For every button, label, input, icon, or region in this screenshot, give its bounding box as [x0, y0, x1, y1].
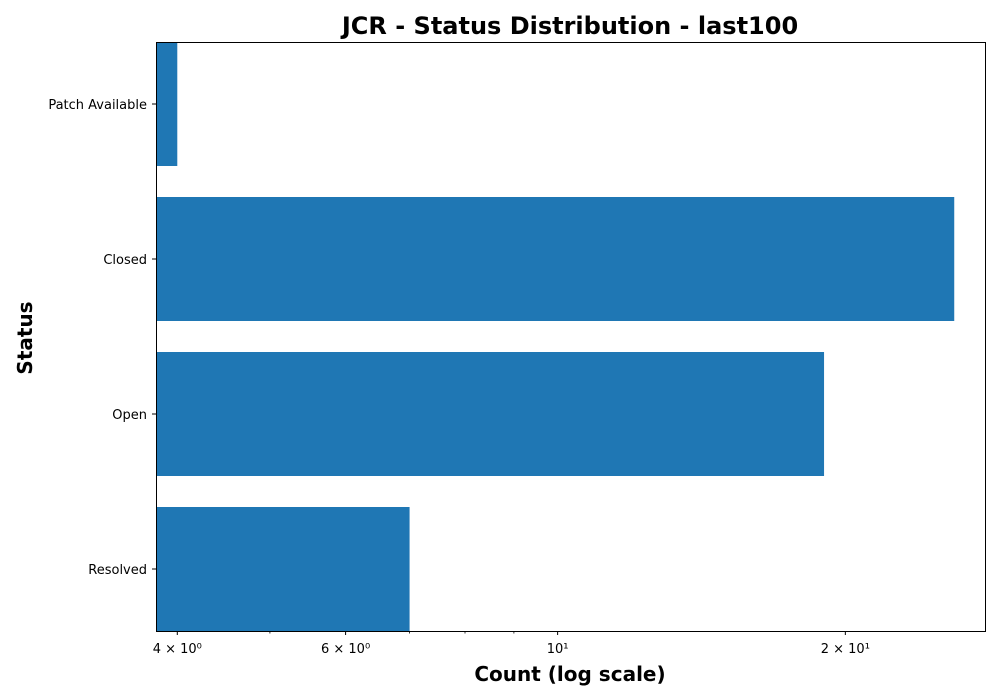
- x-tick-label: 6 × 10⁰: [321, 642, 370, 657]
- bar: [156, 507, 410, 631]
- y-tick-label: Open: [112, 408, 147, 423]
- x-tick-label: 4 × 10⁰: [153, 642, 202, 657]
- y-axis-ticks: Patch Available Closed Open Resolved: [48, 98, 156, 578]
- x-axis-ticks: 4 × 10⁰ 6 × 10⁰ 10¹ 2 × 10¹: [153, 631, 870, 657]
- y-tick-label: Closed: [103, 253, 147, 268]
- x-tick-label: 10¹: [547, 642, 569, 657]
- y-tick-label: Patch Available: [48, 98, 147, 113]
- x-axis-label: Count (log scale): [474, 662, 665, 686]
- bar: [156, 42, 178, 166]
- y-axis-label: Status: [13, 301, 37, 374]
- bar: [156, 197, 955, 321]
- plot-frame: [156, 42, 986, 632]
- bar: [156, 352, 825, 476]
- x-tick-label: 2 × 10¹: [821, 642, 870, 657]
- chart-title: JCR - Status Distribution - last100: [340, 12, 798, 40]
- bars-group: [156, 42, 955, 631]
- y-tick-label: Resolved: [88, 563, 147, 578]
